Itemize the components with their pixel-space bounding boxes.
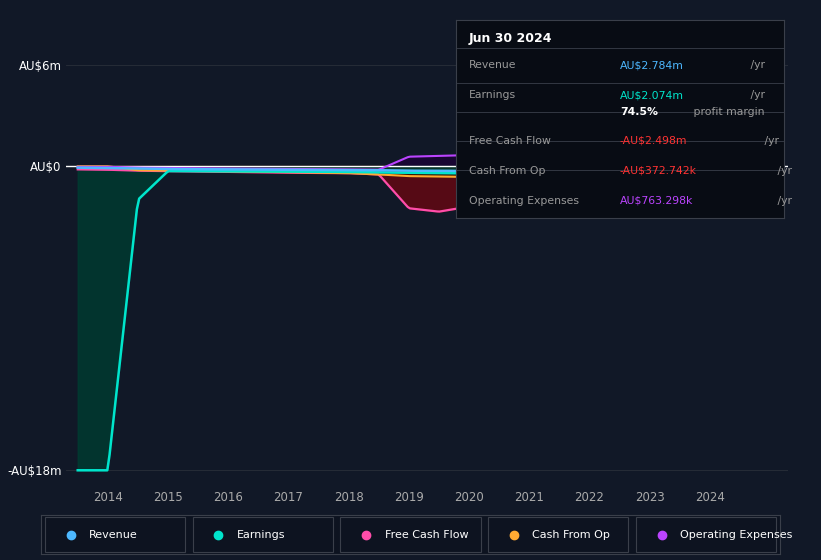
Text: Revenue: Revenue [89, 530, 138, 540]
Text: Earnings: Earnings [237, 530, 286, 540]
Text: 74.5%: 74.5% [620, 107, 658, 117]
Text: Operating Expenses: Operating Expenses [469, 195, 579, 206]
Text: Cash From Op: Cash From Op [533, 530, 610, 540]
Text: Revenue: Revenue [469, 60, 516, 71]
Text: Cash From Op: Cash From Op [469, 166, 545, 176]
Text: /yr: /yr [761, 136, 779, 146]
Text: -AU$372.742k: -AU$372.742k [620, 166, 697, 176]
Text: AU$2.074m: AU$2.074m [620, 90, 684, 100]
Text: AU$763.298k: AU$763.298k [620, 195, 693, 206]
Text: -AU$2.498m: -AU$2.498m [620, 136, 687, 146]
Text: /yr: /yr [747, 90, 765, 100]
Text: Earnings: Earnings [469, 90, 516, 100]
Text: Jun 30 2024: Jun 30 2024 [469, 31, 553, 45]
Text: profit margin: profit margin [690, 107, 765, 117]
Text: /yr: /yr [774, 195, 792, 206]
Text: Free Cash Flow: Free Cash Flow [385, 530, 468, 540]
Text: Operating Expenses: Operating Expenses [681, 530, 792, 540]
Text: /yr: /yr [774, 166, 792, 176]
Text: AU$2.784m: AU$2.784m [620, 60, 684, 71]
Text: Free Cash Flow: Free Cash Flow [469, 136, 551, 146]
Text: /yr: /yr [747, 60, 765, 71]
